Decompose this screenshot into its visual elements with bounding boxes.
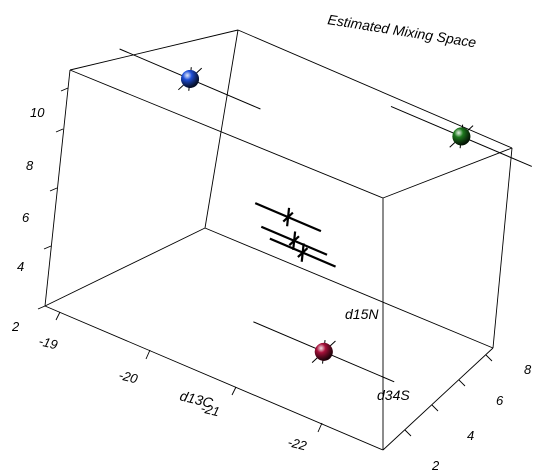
box-edge	[382, 147, 513, 199]
d34S-tick	[404, 429, 412, 437]
d15N-tick	[43, 245, 52, 250]
d34S-tick-label: 6	[496, 393, 504, 408]
d34S-tick-label: 8	[524, 362, 532, 377]
mixture-error-bar	[300, 243, 305, 262]
d15N-tick	[55, 128, 64, 133]
chart-title: Estimated Mixing Space	[327, 11, 478, 50]
d15N-tick-label: 4	[17, 259, 24, 274]
d13C-axis-label: d13C	[178, 387, 215, 411]
box-edge	[44, 305, 384, 451]
d13C-tick	[55, 311, 61, 321]
d15N-tick-label: 2	[11, 319, 20, 334]
d15N-tick	[37, 305, 46, 310]
d34S-axis: 2 4 6 8 d34S	[377, 354, 532, 473]
mixture-error-bar	[292, 231, 297, 251]
d13C-tick-label: -20	[117, 367, 140, 386]
source-point-shade	[181, 69, 200, 88]
d34S-axis-label: d34S	[377, 387, 410, 403]
d15N-tick	[49, 187, 58, 192]
d15N-axis-label: d15N	[345, 306, 379, 322]
d13C-tick-label: -22	[286, 434, 309, 453]
box-edge	[44, 227, 206, 307]
d15N-tick	[60, 87, 69, 92]
box-edge	[382, 347, 494, 451]
d34S-tick	[431, 404, 439, 412]
d13C-tick	[231, 386, 237, 396]
box-edge	[204, 29, 239, 229]
d13C-axis: -19 -20 -21 -22 d13C	[37, 311, 323, 454]
d13C-tick-label: -21	[199, 400, 221, 419]
box-edge	[492, 147, 513, 349]
d15N-axis: 2 4 6 8 10 d15N	[11, 87, 379, 334]
mixture-error-bar	[286, 207, 291, 227]
plot-box	[44, 29, 513, 451]
box-edge	[69, 69, 384, 199]
box-edge	[69, 29, 239, 71]
box-edge	[44, 69, 71, 307]
d13C-tick	[317, 422, 323, 433]
box-edge	[204, 227, 494, 349]
sources-layer	[119, 48, 533, 383]
d34S-tick-label: 4	[467, 428, 474, 443]
source-point-shade	[314, 342, 333, 361]
d13C-tick	[145, 349, 151, 360]
source-point-shade	[452, 127, 471, 146]
d15N-tick-label: 6	[22, 210, 30, 225]
d34S-tick-label: 2	[431, 458, 440, 473]
d34S-tick	[485, 354, 493, 362]
box-edge	[237, 29, 513, 149]
mixtures-layer	[254, 202, 337, 268]
d15N-tick-label: 10	[30, 105, 45, 120]
d34S-tick	[458, 379, 466, 387]
d13C-tick-label: -19	[37, 333, 59, 352]
d15N-tick-label: 8	[26, 158, 34, 173]
